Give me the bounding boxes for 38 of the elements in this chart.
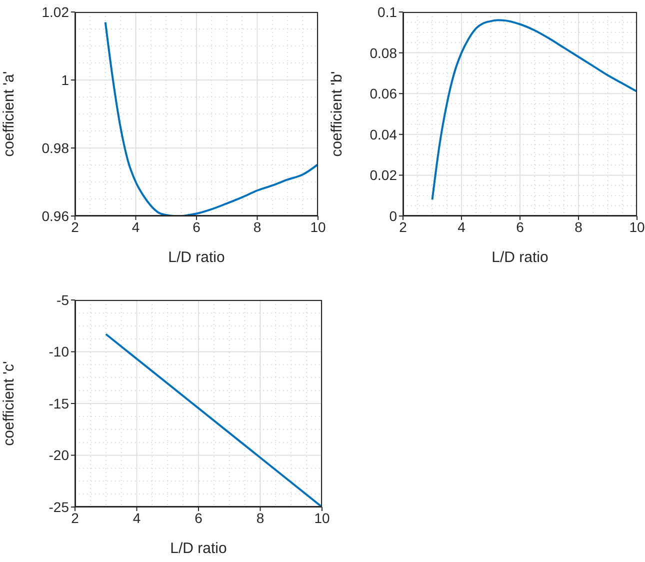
x-tick-label: 6 — [192, 218, 201, 235]
y-tick-label: 0.06 — [370, 86, 398, 102]
x-tick-label: 8 — [256, 510, 264, 526]
x-tick-label: 8 — [253, 218, 262, 235]
x-tick-label: 10 — [629, 218, 645, 235]
x-tick-label: 2 — [71, 218, 80, 235]
y-tick-label: 0.98 — [42, 140, 70, 156]
x-tick-label: 6 — [194, 510, 203, 526]
y-tick-label: -15 — [48, 395, 70, 412]
x-axis-title: L/D ratio — [168, 249, 225, 266]
y-tick-label: -25 — [48, 498, 70, 515]
y-tick-label: 0.08 — [370, 44, 398, 61]
x-tick-label: 4 — [132, 218, 140, 235]
y-axis-title: coefficient 'a' — [0, 71, 18, 157]
y-tick-label: -20 — [48, 447, 70, 464]
y-tick-label: -5 — [56, 292, 70, 308]
line-series — [104, 21, 318, 216]
x-tick-label: 2 — [399, 218, 408, 235]
y-tick-label: 1 — [61, 72, 70, 88]
x-axis-title: L/D ratio — [170, 540, 227, 557]
y-tick-label: 0.96 — [42, 208, 70, 224]
y-tick-label: -10 — [48, 344, 70, 360]
x-tick-label: 8 — [574, 218, 583, 235]
y-tick-label: 0.02 — [370, 167, 398, 184]
x-axis-title: L/D ratio — [492, 249, 548, 266]
y-tick-label: 0.04 — [370, 126, 398, 142]
line-series — [431, 19, 637, 201]
x-tick-label: 6 — [516, 218, 524, 235]
y-axis-title: coefficient 'b' — [328, 71, 346, 157]
x-tick-label: 10 — [310, 218, 326, 235]
x-tick-label: 10 — [314, 510, 330, 526]
x-tick-label: 4 — [132, 510, 141, 526]
x-tick-label: 2 — [71, 510, 80, 526]
x-tick-label: 4 — [458, 218, 466, 235]
y-tick-label: 0 — [389, 208, 398, 224]
y-tick-label: 0.1 — [378, 4, 398, 20]
y-tick-label: 1.02 — [42, 4, 70, 20]
y-axis-title: coefficient 'c' — [0, 361, 18, 446]
